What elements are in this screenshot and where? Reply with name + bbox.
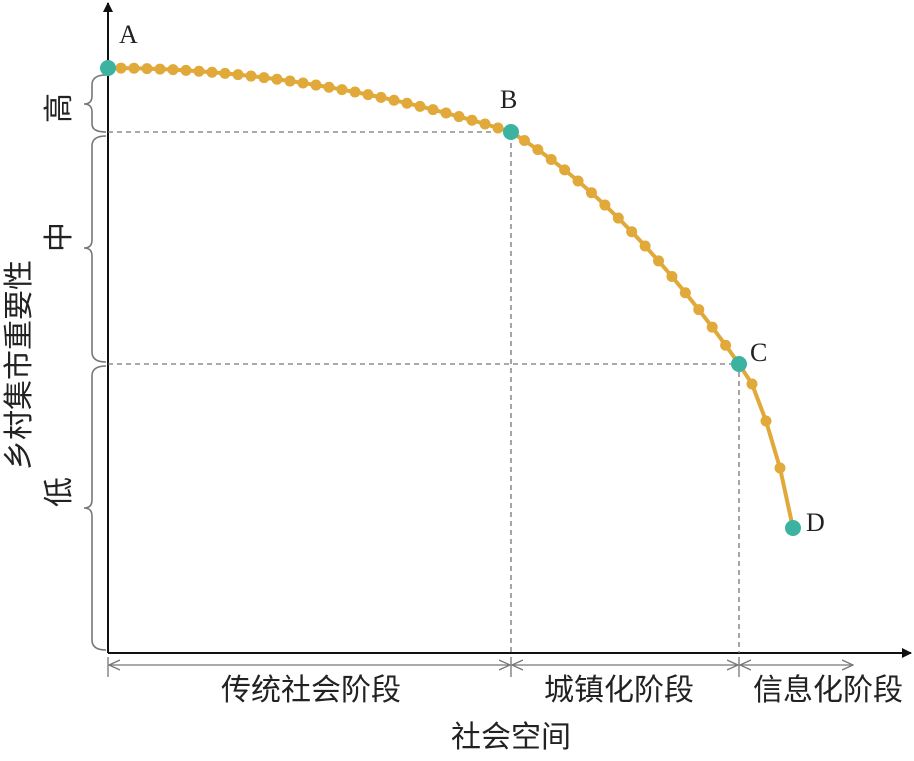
curve-dot [427,104,439,116]
stage-brackets [107,657,853,677]
curve-dot [532,144,544,156]
point-label: D [806,508,825,537]
curve-dot [219,67,231,79]
curve-dot [401,97,413,109]
curve-dot [349,86,361,98]
curve-dot [284,75,296,87]
point-label: B [500,85,517,114]
curve-dot [375,91,387,103]
curve-dot [479,118,491,130]
curve-dot [141,63,153,75]
stage-label: 信息化阶段 [753,674,903,707]
curve-dot [310,79,322,91]
curve-dot [639,240,651,252]
curve-dot [271,73,283,85]
curve-dot [115,62,127,74]
curve-dot [297,77,309,89]
braces [83,74,107,651]
curve-dot [666,270,678,282]
stage-label: 传统社会阶段 [221,674,401,707]
curve-dot [232,69,244,81]
curve-dot [746,378,758,390]
curve-dot [599,199,611,211]
curve-dot [559,164,571,176]
curve-line [107,66,795,529]
curve-dot [453,111,465,123]
y-axis-label: 乡村集市重要性 [3,260,36,470]
curve-dot [466,114,478,126]
point-label: A [119,20,138,49]
curve-dot [706,321,718,333]
point-label: C [750,338,767,367]
curve-dot [585,187,597,199]
key-point [731,356,747,372]
curve-dot [679,287,691,299]
level-label: 中 [43,222,76,252]
curve-dot [492,122,504,134]
curve-dot [336,84,348,96]
curve-dot [653,255,665,267]
curve-dot [414,100,426,112]
curve-dot [180,64,192,76]
curve-dot [626,226,638,238]
key-point [785,520,801,536]
level-label: 高 [43,93,76,123]
curve-dot [193,65,205,77]
key-point [100,60,116,76]
axes [103,2,912,658]
level-label: 低 [43,477,76,507]
curve-dot [245,70,257,82]
curve-dot [572,175,584,187]
curve-dot [760,415,772,427]
x-axis-label: 社会空间 [451,721,571,754]
curve-dot [440,107,452,119]
curve-dot [388,94,400,106]
curve-dot [612,212,624,224]
curve-dot [167,64,179,76]
curve-dot [128,62,140,74]
curve-dot [693,304,705,316]
curve [100,60,801,536]
curve-dot [362,89,374,101]
curve-dot [720,339,732,351]
curve-dot [545,153,557,165]
guides [108,131,740,653]
curve-dot [518,135,530,147]
curve-dot [323,81,335,93]
curve-dot [206,66,218,78]
key-point [503,124,519,140]
curve-dot [154,63,166,75]
curve-dot [258,72,270,84]
stage-label: 城镇化阶段 [544,674,694,707]
curve-dot [774,462,786,474]
